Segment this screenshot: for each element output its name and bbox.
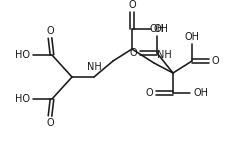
- Text: HO: HO: [15, 94, 30, 104]
- Text: OH: OH: [154, 24, 169, 34]
- Text: O: O: [46, 26, 54, 36]
- Text: OH: OH: [184, 32, 200, 42]
- Text: O: O: [129, 48, 137, 58]
- Text: NH: NH: [157, 50, 172, 60]
- Text: O: O: [46, 118, 54, 128]
- Text: NH: NH: [87, 62, 101, 72]
- Text: HO: HO: [15, 50, 30, 60]
- Text: OH: OH: [149, 24, 164, 34]
- Text: OH: OH: [193, 88, 208, 98]
- Text: O: O: [145, 88, 153, 98]
- Text: O: O: [212, 56, 220, 66]
- Text: O: O: [128, 0, 136, 10]
